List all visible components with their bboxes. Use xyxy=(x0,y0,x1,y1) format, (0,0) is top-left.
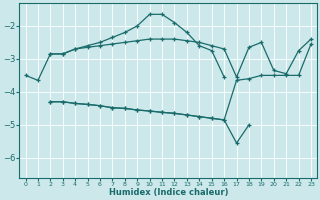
X-axis label: Humidex (Indice chaleur): Humidex (Indice chaleur) xyxy=(108,188,228,197)
